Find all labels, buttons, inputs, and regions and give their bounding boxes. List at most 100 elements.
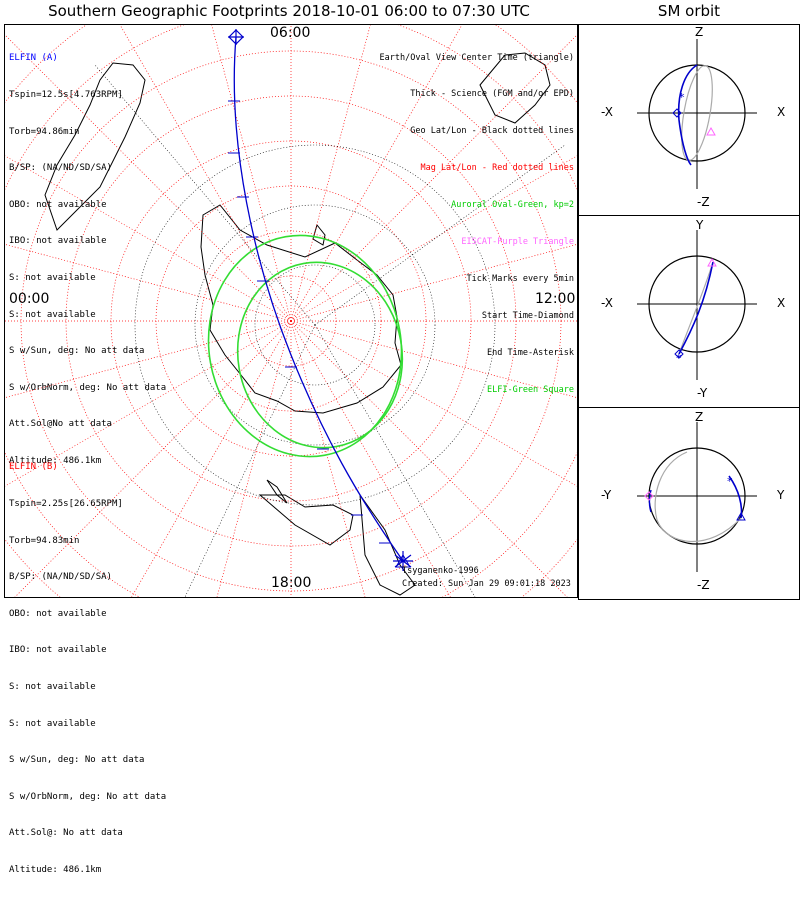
elfin-a-line: Altitude: 486.1km xyxy=(9,455,102,466)
australia-outline xyxy=(258,494,354,546)
elfin-a-line: S: not available xyxy=(9,272,96,283)
sm-xz-bottom: -Z xyxy=(697,195,710,209)
sm-xz-plot: * xyxy=(637,39,757,189)
hour-label-bottom: 18:00 xyxy=(271,575,312,591)
elfin-b-line: Tspin=2.25s[26.65RPM] xyxy=(9,499,123,509)
sm-yz-diamond xyxy=(644,491,654,501)
continents xyxy=(44,52,551,596)
legend-item: Tick Marks every 5min xyxy=(466,273,574,284)
hour-label-right: 12:00 xyxy=(535,291,576,307)
geo-lon-line xyxy=(184,324,316,597)
legend-item: Thick - Science (FGM and/or EPD) xyxy=(410,89,574,100)
mag-lon-line xyxy=(290,34,577,322)
legend-item: EISCAT-Purple Triangle xyxy=(461,237,574,248)
geo-lat-circle xyxy=(254,264,376,386)
elfin-a-line: S w/OrbNorm, deg: No att data xyxy=(9,382,167,393)
legend-item: ELFI-Green Square xyxy=(487,384,574,395)
islands-outline xyxy=(312,223,326,246)
nz-outline xyxy=(266,479,288,504)
sm-xy-triangle xyxy=(707,257,717,267)
legend-item: Mag Lat/Lon - Red dotted lines xyxy=(420,163,574,174)
elfin-b-line: IBO: not available xyxy=(9,645,107,656)
sm-xz-triangle xyxy=(706,126,716,136)
sm-yz-top: Z xyxy=(695,410,704,424)
mag-lon-line xyxy=(290,320,577,487)
mag-lon-line xyxy=(290,320,451,597)
sm-yz-triangle xyxy=(736,511,746,521)
auroral-oval xyxy=(207,234,404,458)
elfin-a-line: OBO: not available xyxy=(9,199,107,210)
sm-xz-top: Z xyxy=(695,25,704,39)
mag-lon-line xyxy=(5,244,292,322)
geo-grid xyxy=(94,64,566,597)
mag-lon-line xyxy=(5,34,292,322)
sm-yz-bottom: -Z xyxy=(697,578,710,592)
elfin-a-info: ELFIN (A) Tspin=12.5s[4.763RPM] Torb=94.… xyxy=(9,28,166,492)
sm-panel-yz: * Z -Z -Y Y xyxy=(578,407,800,600)
elfin-a-line: IBO: not available xyxy=(9,236,107,247)
sm-xz-left: -X xyxy=(601,105,613,119)
hour-label-left: 00:00 xyxy=(9,291,50,307)
elfin-b-line: OBO: not available xyxy=(9,608,107,619)
geo-lon-line xyxy=(314,144,566,326)
mag-lon-line xyxy=(290,320,577,398)
sm-xz-diamond xyxy=(672,108,682,118)
auroral-oval-inner xyxy=(236,261,404,449)
mag-lon-line xyxy=(131,320,292,597)
mag-grid xyxy=(5,25,577,597)
hour-label-top: 06:00 xyxy=(270,25,311,41)
sm-xy-left: -X xyxy=(601,296,613,310)
mag-lon-line xyxy=(290,25,371,322)
sm-yz-right: Y xyxy=(777,488,785,502)
mag-lon-line xyxy=(14,320,292,597)
mag-lon-line xyxy=(290,244,577,322)
sm-xy-right: X xyxy=(777,296,786,310)
auroral-oval-outer xyxy=(207,234,403,458)
elfin-a-line: B/SP: (NA/ND/SD/SA) xyxy=(9,163,112,174)
mag-lon-line xyxy=(290,320,568,597)
sm-xy-bottom: -Y xyxy=(697,386,708,400)
legend-item: Auroral Oval-Green, kp=2 xyxy=(451,200,574,211)
mag-lon-line xyxy=(290,155,577,322)
mag-lon-line xyxy=(5,155,292,322)
legend-item: End Time-Asterisk xyxy=(487,347,574,358)
view-center-triangle xyxy=(395,554,411,568)
elfin-a-line: Att.Sol@No att data xyxy=(9,419,112,430)
legend: Earth/Oval View Center Time (triangle) T… xyxy=(380,27,574,408)
sm-xy-plot: * xyxy=(637,230,757,380)
sm-orbit-title: SM orbit xyxy=(657,2,721,20)
south-america-outline xyxy=(44,62,146,231)
elfin-b-info: ELFIN (B) Tspin=2.25s[26.65RPM] Torb=94.… xyxy=(9,437,166,901)
elfin-b-line: Att.Sol@: No att data xyxy=(9,828,123,839)
sm-xy-top: Y xyxy=(696,218,704,232)
end-asterisk xyxy=(393,551,413,571)
elfin-a-footprint-track xyxy=(233,36,404,562)
mag-lon-line xyxy=(290,25,463,322)
mag-lon-line xyxy=(5,320,292,398)
mag-lon-line xyxy=(290,320,366,597)
mag-lon-line xyxy=(216,320,292,597)
elfin-b-line: S w/Sun, deg: No att data xyxy=(9,755,145,766)
mag-lon-line xyxy=(5,320,292,487)
elfin-a-name: ELFIN (A) xyxy=(9,53,58,64)
sm-yz-star: * xyxy=(727,475,733,488)
elfin-b-line: B/SP: (NA/ND/SD/SA) xyxy=(9,572,112,583)
legend-item: Start Time-Diamond xyxy=(481,310,574,321)
sm-xz-star: * xyxy=(679,91,685,104)
sm-panel-xz: * Z -Z -X X xyxy=(578,24,800,216)
start-diamond xyxy=(228,29,244,45)
sm-xz-right: X xyxy=(777,105,786,119)
legend-item: Earth/Oval View Center Time (triangle) xyxy=(379,52,574,63)
orbit-tick-marks xyxy=(228,100,391,544)
sm-panel-xy: * Y -Y -X X xyxy=(578,215,800,408)
australia-east-outline xyxy=(359,493,416,596)
elfin-b-line: S w/OrbNorm, deg: No att data xyxy=(9,791,167,802)
geo-lat-circle xyxy=(194,204,436,446)
legend-item: Geo Lat/Lon - Black dotted lines xyxy=(410,126,574,137)
mag-lon-line xyxy=(119,25,292,322)
elfin-a-line: S: not available xyxy=(9,309,96,320)
elfin-a-line: Torb=94.86min xyxy=(9,126,80,137)
elfin-a-line: S w/Sun, deg: No att data xyxy=(9,346,145,357)
elfin-b-line: S: not available xyxy=(9,681,96,692)
africa-outline xyxy=(479,52,551,124)
